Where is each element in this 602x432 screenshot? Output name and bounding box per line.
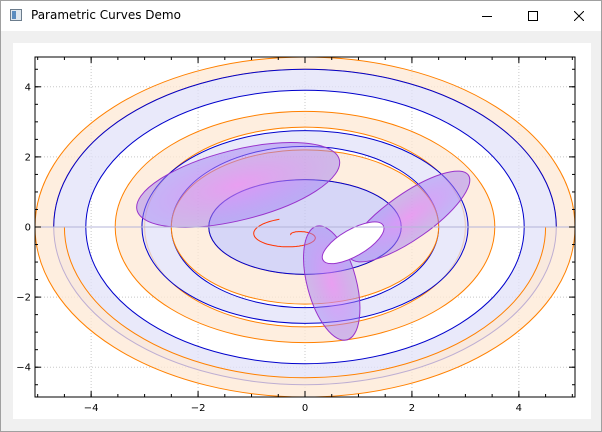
parametric-plot[interactable]: −4 −2 0 2 4 −4 −2 0 2 4 — [13, 43, 591, 419]
close-icon — [574, 11, 584, 21]
petal-1 — [136, 142, 341, 228]
app-window-icon — [10, 9, 22, 21]
close-button[interactable] — [556, 1, 602, 31]
x-tick-label: −2 — [191, 403, 206, 414]
y-tick-label: −2 — [16, 293, 31, 304]
plot-area[interactable]: −4 −2 0 2 4 −4 −2 0 2 4 — [13, 43, 591, 419]
window-title: Parametric Curves Demo — [31, 8, 181, 22]
rose-center — [321, 221, 385, 265]
curves — [35, 57, 575, 397]
x-tick-label: −4 — [84, 403, 99, 414]
x-ticks: −4 −2 0 2 4 — [37, 57, 573, 414]
minimize-icon — [482, 16, 492, 17]
x-tick-label: 4 — [516, 403, 522, 414]
title-bar[interactable]: Parametric Curves Demo — [1, 1, 601, 31]
ellipse-band-lower — [141, 226, 469, 324]
y-tick-label: 2 — [25, 152, 31, 163]
x-tick-label: 2 — [409, 403, 415, 414]
y-tick-label: 4 — [25, 82, 31, 93]
y-ticks: −4 −2 0 2 4 — [16, 68, 575, 386]
y-tick-label: −4 — [16, 363, 31, 374]
maximize-icon — [528, 11, 538, 21]
maximize-button[interactable] — [510, 1, 556, 31]
minimize-button[interactable] — [464, 1, 510, 31]
y-tick-label: 0 — [25, 223, 31, 234]
x-tick-label: 0 — [302, 403, 308, 414]
